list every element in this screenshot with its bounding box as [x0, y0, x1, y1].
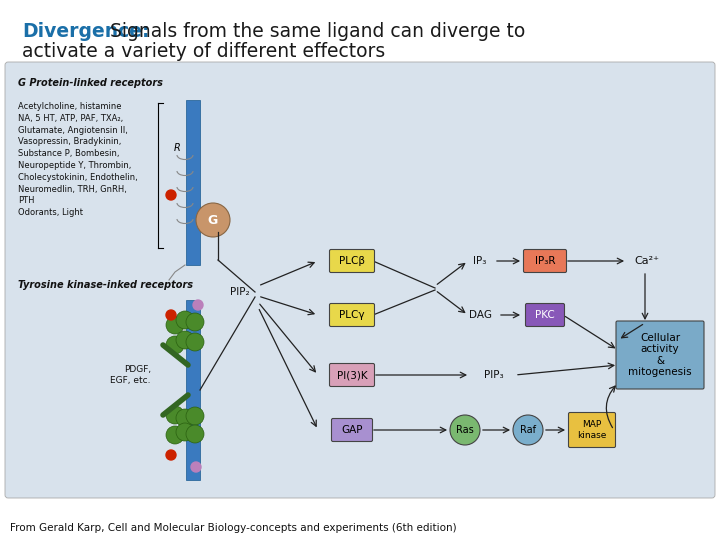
FancyBboxPatch shape — [526, 303, 564, 327]
Text: MAP
kinase: MAP kinase — [577, 420, 607, 440]
Circle shape — [450, 415, 480, 445]
Text: Signals from the same ligand can diverge to: Signals from the same ligand can diverge… — [104, 22, 526, 41]
FancyBboxPatch shape — [5, 62, 715, 498]
Text: PKC: PKC — [535, 310, 555, 320]
Text: Acetylcholine, histamine
NA, 5 HT, ATP, PAF, TXA₂,
Glutamate, Angiotensin II,
Va: Acetylcholine, histamine NA, 5 HT, ATP, … — [18, 102, 138, 217]
Text: R: R — [174, 143, 181, 153]
Text: Ca²⁺: Ca²⁺ — [634, 256, 660, 266]
Text: DAG: DAG — [469, 310, 492, 320]
Circle shape — [166, 406, 184, 424]
Text: Ras: Ras — [456, 425, 474, 435]
FancyBboxPatch shape — [330, 363, 374, 387]
Circle shape — [166, 310, 176, 320]
Text: PIP₃: PIP₃ — [484, 370, 504, 380]
Circle shape — [166, 426, 184, 444]
Text: activate a variety of different effectors: activate a variety of different effector… — [22, 42, 385, 61]
Text: GAP: GAP — [341, 425, 363, 435]
Text: PLCβ: PLCβ — [339, 256, 365, 266]
Text: Raf: Raf — [520, 425, 536, 435]
Circle shape — [166, 190, 176, 200]
FancyBboxPatch shape — [616, 321, 704, 389]
Text: From Gerald Karp, Cell and Molecular Biology-concepts and experiments (6th editi: From Gerald Karp, Cell and Molecular Bio… — [10, 523, 456, 533]
Circle shape — [196, 203, 230, 237]
Text: PLCγ: PLCγ — [339, 310, 365, 320]
Circle shape — [191, 462, 201, 472]
FancyBboxPatch shape — [523, 249, 567, 273]
Circle shape — [186, 425, 204, 443]
Circle shape — [176, 311, 194, 329]
Text: PIP₂: PIP₂ — [230, 287, 250, 297]
Circle shape — [186, 333, 204, 351]
Circle shape — [166, 316, 184, 334]
FancyBboxPatch shape — [330, 249, 374, 273]
Text: Tyrosine kinase-inked receptors: Tyrosine kinase-inked receptors — [18, 280, 193, 290]
Circle shape — [176, 331, 194, 349]
Text: IP₃: IP₃ — [473, 256, 487, 266]
FancyBboxPatch shape — [330, 303, 374, 327]
Circle shape — [186, 407, 204, 425]
Text: G Protein-linked receptors: G Protein-linked receptors — [18, 78, 163, 88]
Text: Divergence:: Divergence: — [22, 22, 150, 41]
Text: PI(3)K: PI(3)K — [337, 370, 367, 380]
Text: Cellular
activity
&
mitogenesis: Cellular activity & mitogenesis — [628, 333, 692, 377]
Circle shape — [193, 300, 203, 310]
Bar — [186, 100, 200, 265]
Bar — [186, 300, 200, 480]
Text: G: G — [208, 213, 218, 226]
Text: PDGF,
EGF, etc.: PDGF, EGF, etc. — [110, 365, 151, 384]
Text: IP₃R: IP₃R — [535, 256, 555, 266]
Circle shape — [513, 415, 543, 445]
FancyBboxPatch shape — [569, 413, 616, 448]
FancyBboxPatch shape — [331, 418, 372, 442]
Circle shape — [166, 450, 176, 460]
Circle shape — [186, 313, 204, 331]
Circle shape — [166, 336, 184, 354]
Circle shape — [176, 423, 194, 441]
Circle shape — [176, 409, 194, 427]
